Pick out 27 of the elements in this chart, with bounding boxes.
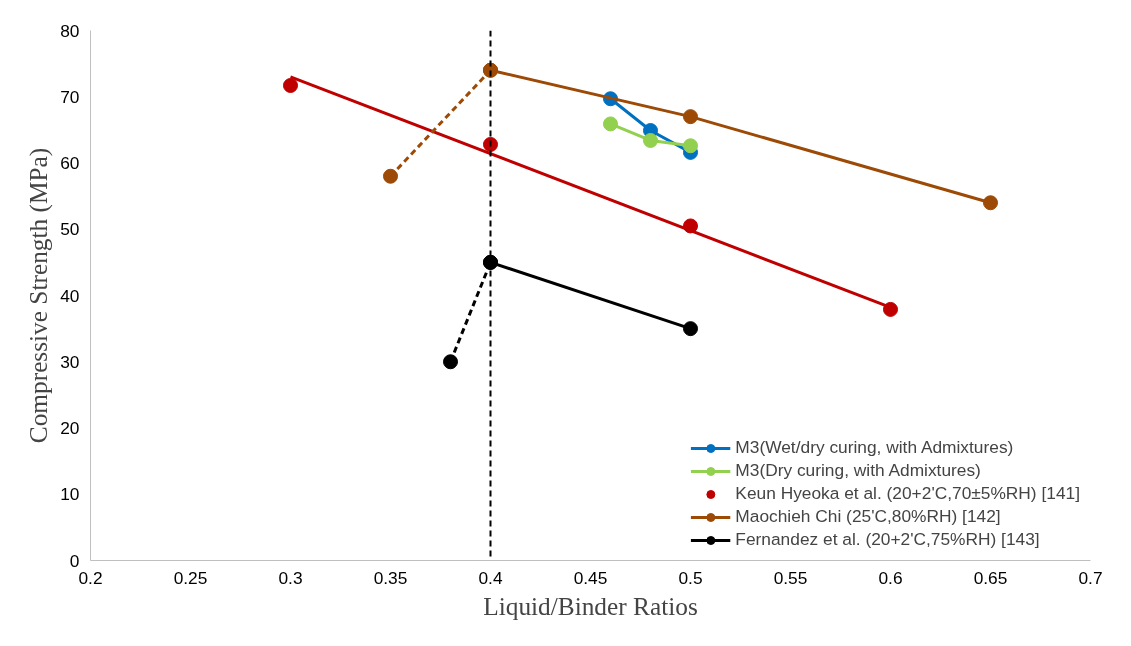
legend-label: M3(Wet/dry curing, with Admixtures) (735, 437, 1014, 458)
x-tick-label: 0.65 (973, 567, 1008, 588)
x-tick-label: 0.3 (278, 567, 303, 588)
y-tick-label: 80 (60, 20, 80, 41)
x-tick-label: 0.6 (878, 567, 903, 588)
x-tick-label: 0.55 (773, 567, 808, 588)
y-tick-label: 70 (60, 86, 80, 107)
legend-label: Fernandez et al. (20+2'C,75%RH) [143] (735, 529, 1040, 550)
legend-label: Keun Hyeoka et al. (20+2'C,70±5%RH) [141] (735, 483, 1080, 504)
y-tick-label: 0 (69, 550, 80, 571)
x-tick-label: 0.35 (373, 567, 408, 588)
x-tick-label: 0.45 (573, 567, 608, 588)
y-tick-label: 20 (60, 418, 80, 438)
x-tick-label: 0.25 (173, 567, 208, 588)
legend-label: Maochieh Chi (25'C,80%RH) [142] (735, 506, 1001, 527)
y-tick-label: 40 (60, 285, 80, 306)
legend-label: M3(Dry curing, with Admixtures) (735, 460, 981, 481)
y-tick-label: 10 (60, 484, 80, 505)
y-tick-label: 50 (60, 219, 80, 240)
x-tick-label: 0.7 (1078, 567, 1103, 588)
x-tick-label: 0.5 (678, 567, 703, 588)
y-axis-title: Compressive Strength (MPa) (24, 147, 54, 444)
x-tick-label: 0.4 (478, 567, 503, 588)
y-tick-label: 60 (60, 153, 80, 173)
x-axis-title: Liquid/Binder Ratios (483, 591, 698, 620)
x-tick-label: 0.2 (78, 567, 103, 588)
y-tick-label: 30 (60, 351, 80, 372)
